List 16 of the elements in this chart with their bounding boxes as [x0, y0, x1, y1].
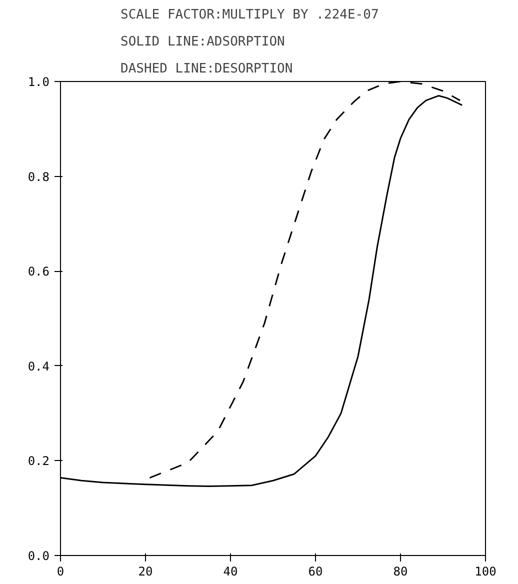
y-tick-label: 1.0	[28, 75, 50, 89]
text: DASHED LINE:DESORPTION	[120, 62, 293, 76]
y-tick-label: 0.6	[28, 264, 50, 279]
x-tick-label: 0	[56, 564, 64, 578]
y-tick-label: 0.2	[28, 454, 50, 468]
x-tick-label: 100	[474, 564, 496, 578]
y-tick-label: 0.8	[28, 170, 50, 184]
x-tick-label: 60	[308, 564, 323, 578]
text: SOLID LINE:ADSORPTION	[120, 34, 285, 50]
y-tick-label: 0.0	[28, 549, 50, 563]
y-tick-label: 0.4	[28, 359, 50, 374]
chart-title: SCALE FACTOR:MULTIPLY BY .224E-07	[120, 8, 379, 22]
line-series	[60, 94, 463, 488]
x-tick-label: 20	[138, 564, 153, 578]
x-tick-label: 80	[393, 564, 408, 578]
x-tick-label: 40	[223, 564, 238, 578]
